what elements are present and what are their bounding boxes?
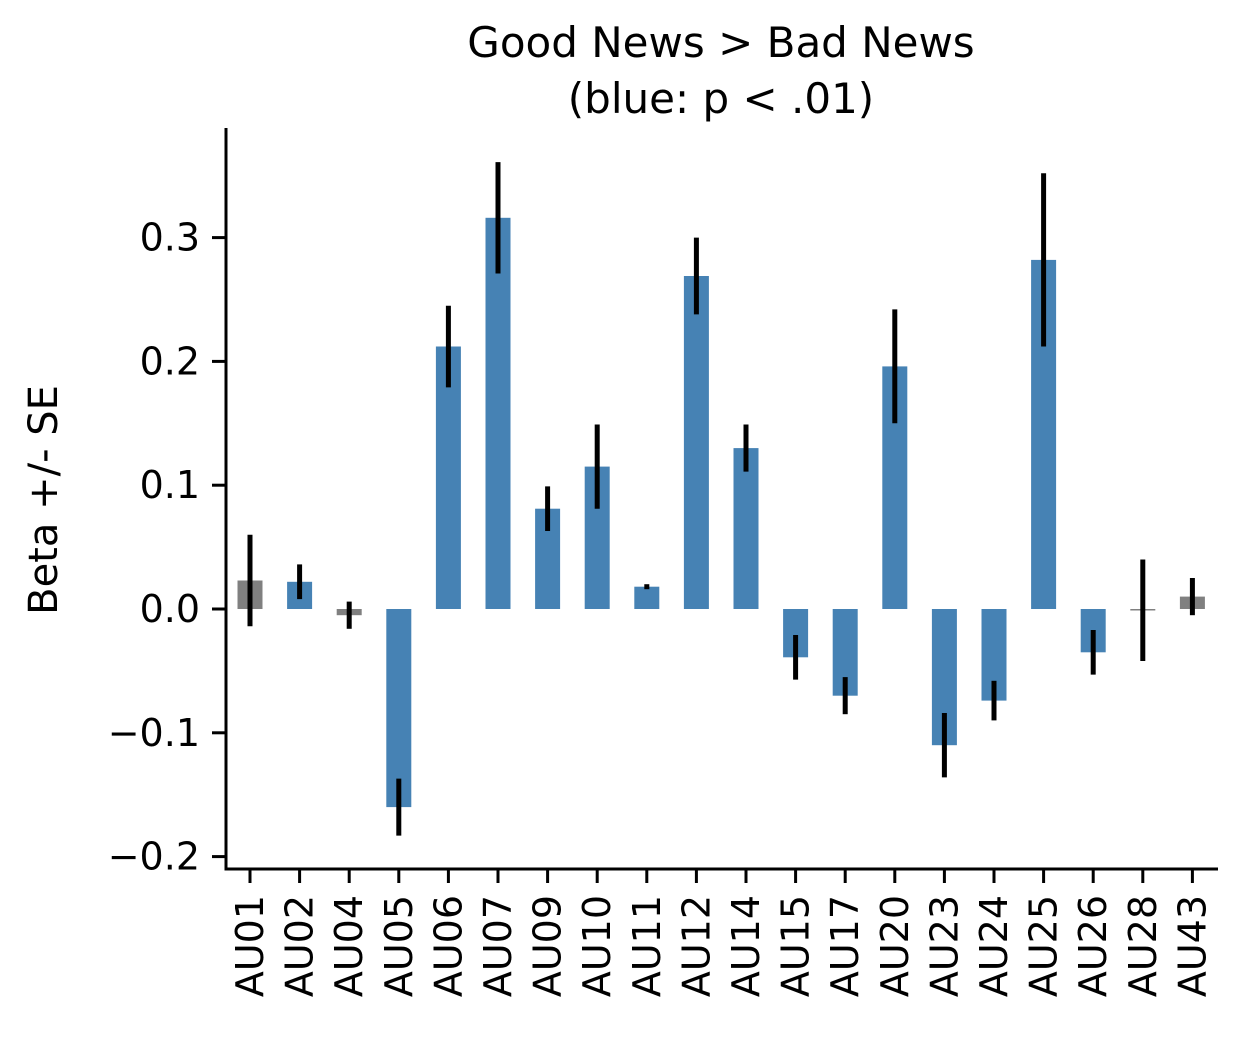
plot-area: −0.2 −0.1 0.0 0.1 0.2 0.3 AU01 AU02 AU04 AU05 AU06… xyxy=(108,128,1218,997)
x-tick-label-au11: AU11 xyxy=(625,895,669,997)
bar-au14 xyxy=(733,448,759,609)
y-tick-label: −0.1 xyxy=(108,711,200,755)
y-tick-label: 0.3 xyxy=(140,216,200,260)
x-tick-label-au07: AU07 xyxy=(476,895,520,997)
bar-au12 xyxy=(683,276,709,609)
x-tick-label-au24: AU24 xyxy=(972,895,1016,997)
y-tick-label: 0.2 xyxy=(140,339,200,383)
y-tick-label: 0.1 xyxy=(140,463,200,507)
x-tick-label-au09: AU09 xyxy=(526,895,570,997)
x-tick-label-au23: AU23 xyxy=(922,895,966,997)
x-tick-label-au02: AU02 xyxy=(278,895,322,997)
x-tick-label-au01: AU01 xyxy=(228,895,272,997)
x-tick-label-au05: AU05 xyxy=(377,895,421,997)
chart-title: Good News > Bad News xyxy=(467,18,974,67)
x-tick-label-au06: AU06 xyxy=(426,895,470,997)
x-tick-label-au04: AU04 xyxy=(327,895,371,997)
x-tick-label-au12: AU12 xyxy=(674,895,718,997)
bar-au11 xyxy=(634,586,660,609)
y-tick-label: 0.0 xyxy=(140,587,200,631)
x-tick-label-au43: AU43 xyxy=(1170,895,1214,997)
x-tick-label-au28: AU28 xyxy=(1121,895,1165,997)
x-tick-label-au17: AU17 xyxy=(823,895,867,997)
y-axis-label: Beta +/- SE xyxy=(21,385,67,615)
y-tick-label: −0.2 xyxy=(108,835,200,879)
x-tick-label-au25: AU25 xyxy=(1022,895,1066,997)
x-tick-label-au20: AU20 xyxy=(873,895,917,997)
x-tick-label-au10: AU10 xyxy=(575,895,619,997)
bar-au06 xyxy=(435,346,461,609)
bar-au07 xyxy=(485,217,511,610)
x-tick-label-au26: AU26 xyxy=(1071,895,1115,997)
x-tick-label-au15: AU15 xyxy=(774,895,818,997)
bar-au05 xyxy=(386,609,412,808)
chart-subtitle: (blue: p < .01) xyxy=(568,74,874,123)
x-tick-label-au14: AU14 xyxy=(724,895,768,997)
